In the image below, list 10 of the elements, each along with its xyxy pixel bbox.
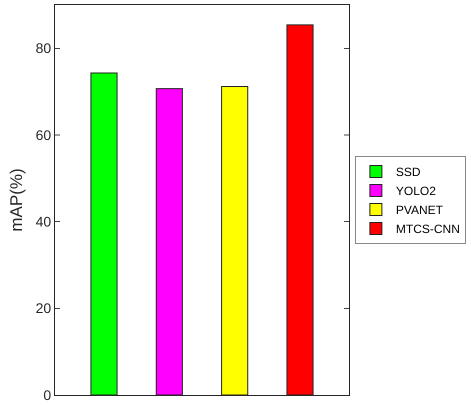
legend-label: PVANET	[396, 203, 444, 218]
y-tick-label: 80	[36, 40, 52, 56]
y-tick-label: 0	[43, 386, 52, 403]
y-axis-title: mAP(%)	[7, 168, 26, 232]
legend-label: SSD	[396, 165, 421, 180]
y-tick-label: 20	[36, 300, 52, 316]
legend-label: YOLO2	[396, 184, 436, 198]
y-tick-label: 40	[36, 214, 52, 230]
y-tick-label: 60	[36, 126, 52, 143]
legend-label: MTCS-CNN	[396, 222, 460, 236]
